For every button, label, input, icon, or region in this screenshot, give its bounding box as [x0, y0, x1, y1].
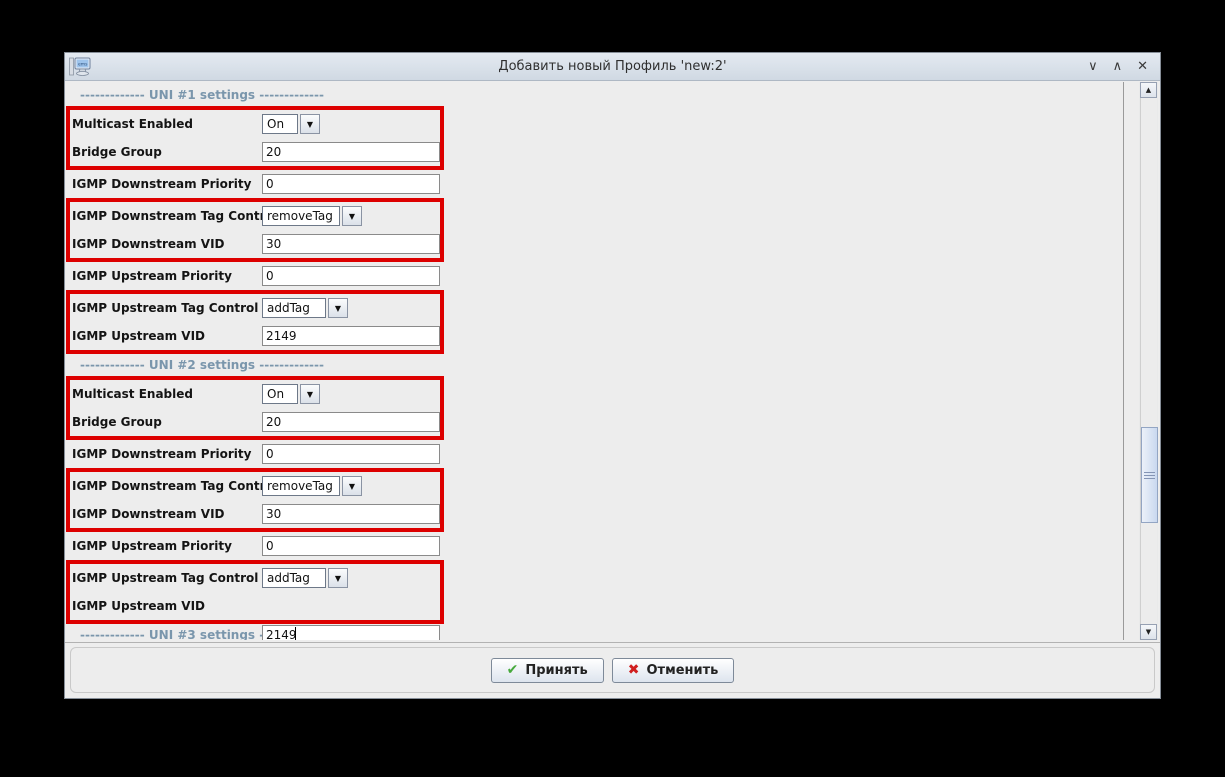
- form-row: IGMP Upstream Priority: [66, 262, 444, 290]
- multicast-enabled-label: Multicast Enabled: [72, 117, 193, 131]
- igmp-upstream-vid-label: IGMP Upstream VID: [72, 329, 205, 343]
- cancel-button-label: Отменить: [646, 662, 719, 678]
- form-row: Bridge Group: [70, 138, 440, 166]
- highlight-box: IGMP Upstream Tag Control addTag ▼ IGMP …: [66, 560, 444, 640]
- text-caret: [295, 627, 296, 640]
- button-panel-inset: ✔ Принять ✖ Отменить: [70, 647, 1155, 693]
- form-row: IGMP Downstream Tag Control removeTag ▼: [70, 202, 440, 230]
- multicast-enabled-select[interactable]: On ▼: [262, 114, 320, 134]
- form-row: IGMP Upstream Tag Control addTag ▼: [70, 294, 440, 322]
- igmp-upstream-priority-label: IGMP Upstream Priority: [72, 539, 232, 553]
- multicast-enabled-select[interactable]: On ▼: [262, 384, 320, 404]
- igmp-upstream-vid-input[interactable]: [262, 625, 440, 640]
- form-row: IGMP Downstream VID: [70, 500, 440, 528]
- form-row: Multicast Enabled On ▼: [70, 110, 440, 138]
- form-row: IGMP Upstream Tag Control addTag ▼: [70, 564, 440, 592]
- multicast-enabled-label: Multicast Enabled: [72, 387, 193, 401]
- svg-text:ems: ems: [78, 62, 88, 67]
- titlebar[interactable]: ems Добавить новый Профиль 'new:2' ∨ ∧ ✕: [65, 53, 1160, 81]
- highlight-box: IGMP Upstream Tag Control addTag ▼ IGMP …: [66, 290, 444, 354]
- combo-value: On: [262, 114, 298, 134]
- form-row: IGMP Downstream VID: [70, 230, 440, 258]
- chevron-down-icon[interactable]: ▼: [328, 298, 348, 318]
- scrollbar-thumb[interactable]: [1141, 427, 1158, 523]
- scrollbar-track[interactable]: [1140, 98, 1158, 624]
- bridge-group-input[interactable]: [262, 142, 440, 162]
- igmp-upstream-priority-label: IGMP Upstream Priority: [72, 269, 232, 283]
- scroll-down-icon[interactable]: ▼: [1140, 624, 1157, 640]
- combo-value: removeTag: [262, 476, 340, 496]
- thumb-grip: [1144, 474, 1155, 476]
- igmp-downstream-tag-control-label: IGMP Downstream Tag Control: [72, 479, 278, 493]
- chevron-down-icon[interactable]: ▼: [300, 384, 320, 404]
- igmp-downstream-tag-control-label: IGMP Downstream Tag Control: [72, 209, 278, 223]
- form-row: IGMP Upstream Priority: [66, 532, 444, 560]
- combo-value: removeTag: [262, 206, 340, 226]
- igmp-upstream-tag-control-select[interactable]: addTag ▼: [262, 298, 348, 318]
- cross-icon: ✖: [627, 662, 640, 678]
- close-window-icon[interactable]: ✕: [1137, 58, 1148, 74]
- form-row: IGMP Downstream Priority: [66, 170, 444, 198]
- vertical-scrollbar[interactable]: ▲ ▼: [1139, 82, 1158, 640]
- igmp-downstream-vid-label: IGMP Downstream VID: [72, 507, 225, 521]
- igmp-upstream-vid-label: IGMP Upstream VID: [72, 599, 205, 613]
- igmp-downstream-tag-control-select[interactable]: removeTag ▼: [262, 476, 362, 496]
- cancel-button[interactable]: ✖ Отменить: [611, 657, 735, 683]
- igmp-upstream-priority-input[interactable]: [262, 536, 440, 556]
- form-row: Bridge Group: [70, 408, 440, 436]
- uni-1-section: ------------- UNI #1 settings ----------…: [66, 84, 1123, 354]
- form-scroll-viewport: ------------- UNI #1 settings ----------…: [66, 82, 1139, 640]
- form-row: IGMP Upstream VID: [70, 322, 440, 350]
- combo-value: On: [262, 384, 298, 404]
- combo-value: addTag: [262, 568, 326, 588]
- igmp-downstream-priority-input[interactable]: [262, 444, 440, 464]
- igmp-upstream-tag-control-label: IGMP Upstream Tag Control: [72, 571, 259, 585]
- shade-window-icon[interactable]: ∨: [1088, 58, 1098, 74]
- bridge-group-label: Bridge Group: [72, 415, 162, 429]
- bridge-group-label: Bridge Group: [72, 145, 162, 159]
- uni-2-section-header: ------------- UNI #2 settings ----------…: [80, 358, 325, 372]
- form-row: IGMP Downstream Priority: [66, 440, 444, 468]
- add-profile-dialog: ems Добавить новый Профиль 'new:2' ∨ ∧ ✕…: [64, 52, 1161, 699]
- accept-button[interactable]: ✔ Принять: [490, 657, 604, 683]
- chevron-down-icon[interactable]: ▼: [342, 206, 362, 226]
- chevron-down-icon[interactable]: ▼: [328, 568, 348, 588]
- scroll-up-icon[interactable]: ▲: [1140, 82, 1157, 98]
- igmp-downstream-vid-label: IGMP Downstream VID: [72, 237, 225, 251]
- accept-button-label: Принять: [525, 662, 588, 678]
- form-row: Multicast Enabled On ▼: [70, 380, 440, 408]
- uni-2-section: ------------- UNI #2 settings ----------…: [66, 354, 1123, 640]
- form-row: IGMP Upstream VID: [70, 592, 440, 640]
- igmp-downstream-priority-label: IGMP Downstream Priority: [72, 177, 252, 191]
- highlight-box: Multicast Enabled On ▼ Bridge Group: [66, 106, 444, 170]
- igmp-upstream-tag-control-label: IGMP Upstream Tag Control: [72, 301, 259, 315]
- dialog-title: Добавить новый Профиль 'new:2': [498, 59, 727, 74]
- highlight-box: Multicast Enabled On ▼ Bridge Group: [66, 376, 444, 440]
- app-icon: ems: [69, 57, 91, 76]
- check-icon: ✔: [506, 662, 519, 678]
- profile-form: ------------- UNI #1 settings ----------…: [66, 82, 1124, 640]
- igmp-downstream-vid-input[interactable]: [262, 504, 440, 524]
- uni-1-section-header: ------------- UNI #1 settings ----------…: [80, 88, 325, 102]
- combo-value: addTag: [262, 298, 326, 318]
- bridge-group-input[interactable]: [262, 412, 440, 432]
- igmp-downstream-vid-input[interactable]: [262, 234, 440, 254]
- igmp-upstream-tag-control-select[interactable]: addTag ▼: [262, 568, 348, 588]
- igmp-downstream-tag-control-select[interactable]: removeTag ▼: [262, 206, 362, 226]
- igmp-downstream-priority-label: IGMP Downstream Priority: [72, 447, 252, 461]
- igmp-upstream-priority-input[interactable]: [262, 266, 440, 286]
- unshade-window-icon[interactable]: ∧: [1112, 58, 1123, 74]
- button-panel: ✔ Принять ✖ Отменить: [65, 642, 1160, 698]
- highlight-box: IGMP Downstream Tag Control removeTag ▼ …: [66, 468, 444, 532]
- igmp-downstream-priority-input[interactable]: [262, 174, 440, 194]
- form-row: IGMP Downstream Tag Control removeTag ▼: [70, 472, 440, 500]
- igmp-upstream-vid-input[interactable]: [262, 326, 440, 346]
- highlight-box: IGMP Downstream Tag Control removeTag ▼ …: [66, 198, 444, 262]
- chevron-down-icon[interactable]: ▼: [342, 476, 362, 496]
- chevron-down-icon[interactable]: ▼: [300, 114, 320, 134]
